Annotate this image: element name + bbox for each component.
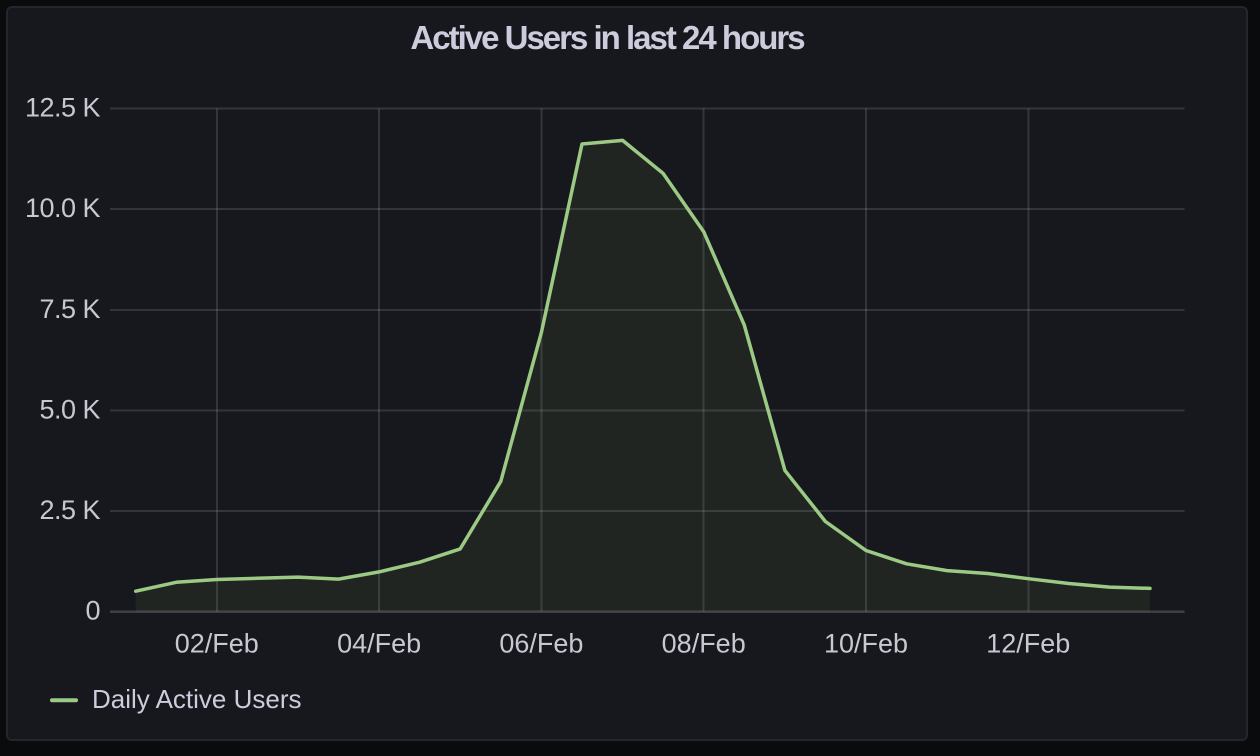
svg-text:10.0 K: 10.0 K [25,193,101,223]
svg-text:12.5 K: 12.5 K [25,93,101,123]
svg-text:2.5 K: 2.5 K [39,495,100,525]
svg-text:0: 0 [85,596,100,626]
svg-text:5.0 K: 5.0 K [39,394,100,424]
svg-text:10/Feb: 10/Feb [824,628,908,658]
svg-text:08/Feb: 08/Feb [662,628,746,658]
svg-text:04/Feb: 04/Feb [337,628,421,658]
svg-text:02/Feb: 02/Feb [175,628,259,658]
svg-text:7.5 K: 7.5 K [39,294,100,324]
svg-text:Active Users in last 24 hours: Active Users in last 24 hours [410,19,804,56]
svg-text:12/Feb: 12/Feb [986,628,1070,658]
svg-text:Daily Active Users: Daily Active Users [92,684,302,714]
svg-text:06/Feb: 06/Feb [499,628,583,658]
